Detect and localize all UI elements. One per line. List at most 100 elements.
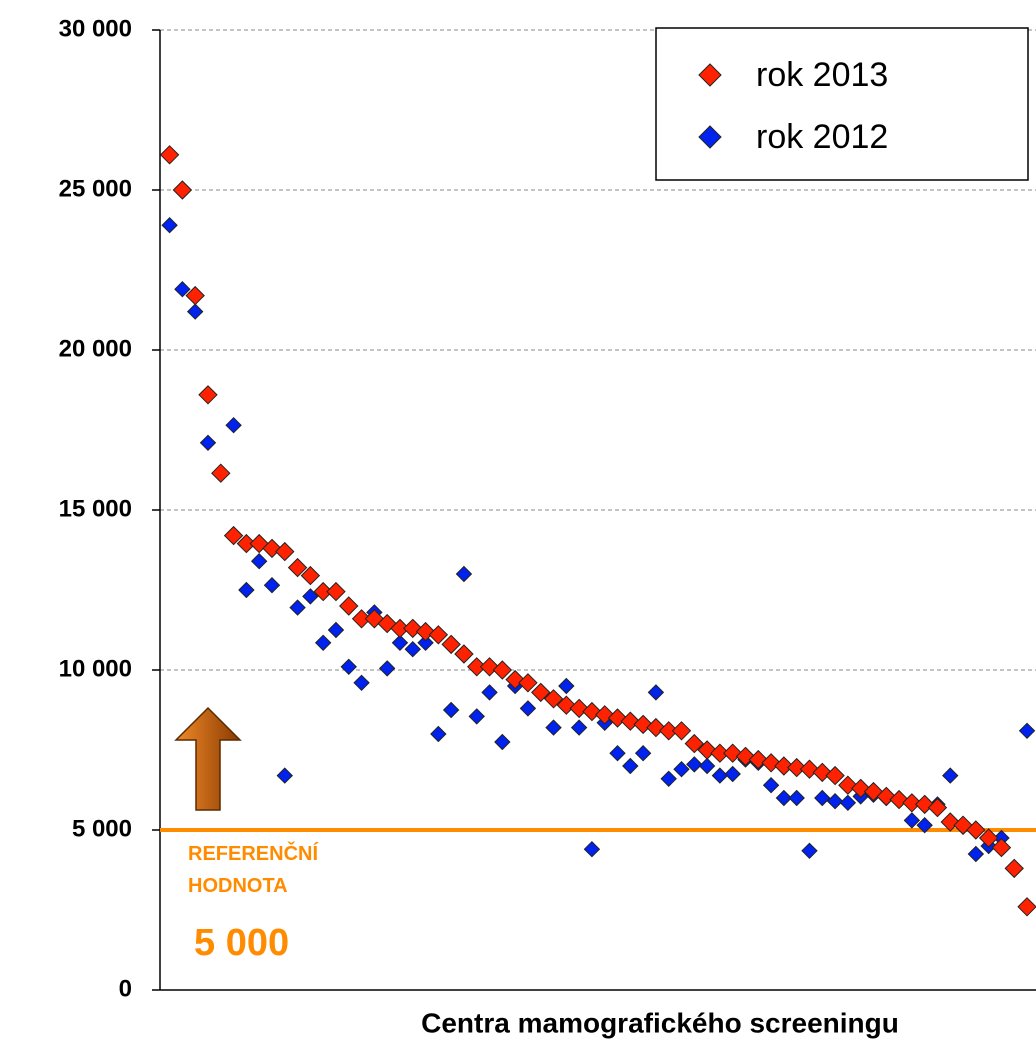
data-point	[353, 674, 370, 692]
data-point	[481, 684, 498, 701]
data-point	[583, 840, 601, 858]
data-point	[543, 689, 564, 709]
data-point	[916, 816, 933, 834]
data-point	[570, 719, 588, 736]
y-tick-label: 15 000	[59, 495, 132, 522]
data-point	[430, 725, 447, 743]
data-point	[314, 634, 332, 652]
data-point	[174, 280, 191, 298]
data-point	[442, 701, 460, 719]
legend-label: rok 2013	[756, 56, 888, 94]
data-point	[762, 776, 780, 794]
data-point	[428, 625, 449, 645]
data-point	[788, 789, 805, 807]
data-point	[634, 744, 652, 762]
data-point	[826, 792, 844, 810]
data-point	[903, 812, 921, 829]
data-point	[724, 765, 741, 783]
data-point	[671, 721, 692, 741]
data-point	[468, 708, 485, 725]
data-point	[340, 658, 357, 676]
data-point	[839, 794, 857, 812]
data-point	[172, 180, 193, 200]
data-point	[775, 789, 793, 807]
data-point	[250, 552, 268, 570]
data-point	[518, 673, 538, 693]
reference-label: REFERENČNÍ HODNOTA	[188, 841, 318, 897]
data-point	[967, 845, 985, 863]
data-point	[711, 767, 729, 784]
data-point	[454, 644, 474, 664]
data-point	[825, 765, 845, 786]
data-point	[236, 533, 257, 554]
data-point	[326, 581, 346, 602]
data-point	[673, 760, 690, 778]
data-point	[814, 789, 831, 807]
data-point	[390, 618, 410, 639]
data-point	[609, 744, 626, 762]
data-point	[238, 581, 255, 599]
data-point	[1017, 897, 1036, 917]
y-tick-label: 0	[119, 975, 132, 1002]
data-point	[263, 576, 281, 594]
data-point	[801, 842, 818, 860]
data-point	[455, 565, 473, 583]
data-point	[966, 820, 986, 840]
arrow-up	[174, 706, 242, 811]
data-point	[545, 719, 562, 736]
data-point	[531, 682, 551, 703]
data-point	[467, 657, 487, 677]
y-tick-label: 10 000	[59, 655, 132, 682]
data-point	[492, 660, 513, 680]
data-point	[199, 434, 217, 452]
data-point	[287, 557, 308, 578]
y-tick-label: 20 000	[59, 335, 132, 362]
data-point	[313, 581, 333, 602]
legend-label: rok 2012	[756, 118, 888, 156]
data-point	[774, 756, 794, 776]
data-point	[391, 634, 409, 652]
data-point	[185, 285, 205, 306]
data-point	[302, 588, 319, 605]
data-point	[710, 743, 730, 763]
data-point	[978, 828, 999, 848]
data-point	[786, 757, 807, 778]
data-point	[658, 721, 679, 741]
data-point	[1004, 858, 1024, 879]
data-point	[404, 640, 421, 658]
data-point	[684, 733, 705, 754]
data-point	[942, 767, 959, 784]
data-point	[417, 634, 434, 652]
data-point	[339, 596, 359, 616]
data-point	[275, 541, 295, 562]
data-point	[378, 660, 396, 677]
data-point	[300, 565, 321, 586]
data-point	[186, 303, 204, 320]
legend-marker	[698, 63, 722, 87]
data-point	[494, 733, 511, 751]
data-point	[276, 767, 293, 784]
data-point	[698, 757, 716, 775]
legend-box	[655, 27, 1029, 181]
x-axis-label: Centra mamografického screeningu	[421, 1007, 899, 1038]
data-point	[1018, 722, 1036, 740]
data-point	[519, 700, 537, 717]
data-point	[927, 797, 948, 818]
data-point	[198, 385, 218, 405]
data-point	[211, 463, 231, 483]
data-point	[991, 837, 1012, 858]
y-tick-label: 30 000	[59, 15, 132, 42]
data-point	[647, 684, 665, 701]
data-point	[660, 770, 677, 788]
data-point	[441, 634, 461, 655]
data-point	[161, 216, 178, 234]
data-point	[225, 416, 242, 434]
data-point	[902, 793, 922, 813]
y-tick-label: 5 000	[72, 815, 132, 842]
data-point	[223, 525, 244, 546]
data-point	[289, 599, 306, 616]
data-point	[159, 145, 180, 165]
y-tick-label: 25 000	[59, 175, 132, 202]
data-point	[622, 757, 639, 775]
